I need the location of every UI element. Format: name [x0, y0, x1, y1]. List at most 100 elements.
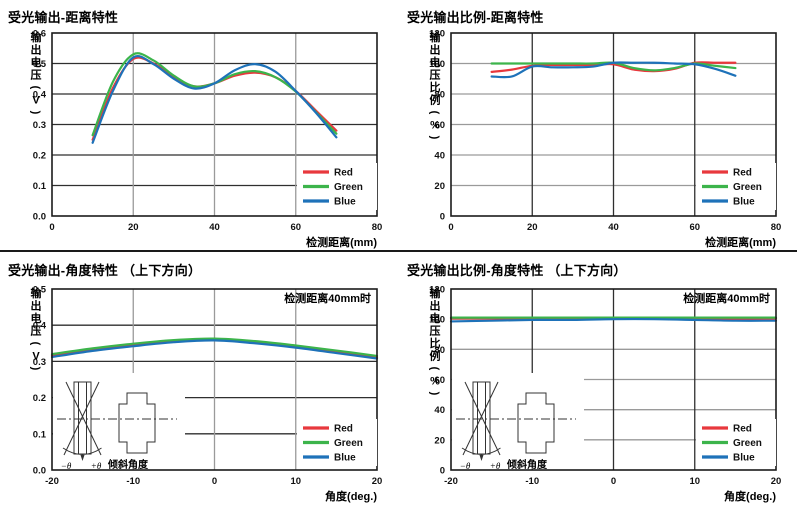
x-axis-title: 角度(deg.) [325, 489, 377, 503]
series-green-line [50, 337, 379, 358]
svg-text:0.5: 0.5 [33, 285, 47, 296]
svg-text:120: 120 [429, 29, 445, 40]
svg-text:V: V [32, 351, 40, 363]
svg-text:(: ( [429, 111, 441, 115]
x-axis-title: 检测距离(mm) [306, 235, 377, 249]
theta-plus-label: +θ [490, 461, 501, 471]
legend-label: Blue [334, 453, 356, 464]
y-axis-tick-labels: 0.0 0.1 0.2 0.3 0.4 0.5 [33, 285, 47, 477]
svg-text:10: 10 [290, 476, 301, 487]
series-blue-line [91, 54, 338, 144]
svg-text:80: 80 [372, 222, 383, 233]
svg-text:(: ( [30, 342, 42, 346]
svg-text:电: 电 [31, 55, 42, 69]
svg-text:0.4: 0.4 [33, 90, 47, 101]
svg-text:0.0: 0.0 [33, 466, 46, 477]
arrow-down-icon [479, 455, 484, 461]
series-blue-line [50, 339, 379, 360]
svg-text:出: 出 [430, 43, 441, 57]
svg-text:例: 例 [430, 349, 441, 363]
theta-plus-label: +θ [91, 461, 102, 471]
svg-text:比: 比 [430, 336, 441, 350]
tilt-angle-label: 倾斜角度 [506, 458, 548, 471]
svg-text:(: ( [30, 86, 42, 90]
legend-label: Green [334, 438, 363, 449]
svg-text:10: 10 [689, 476, 700, 487]
svg-text:压: 压 [430, 324, 441, 338]
svg-text:-10: -10 [126, 476, 140, 487]
svg-text:(: ( [429, 367, 441, 371]
svg-text:0: 0 [212, 476, 217, 487]
legend-label: Blue [733, 197, 755, 208]
chart-title: 受光输出比例-距离特性 [407, 10, 544, 25]
svg-text:20: 20 [771, 476, 782, 487]
theta-minus-label: −θ [460, 461, 471, 471]
chart-title: 受光输出-角度特性 （上下方向） [8, 263, 202, 278]
plot-border [51, 32, 378, 217]
svg-text:20: 20 [527, 222, 538, 233]
tilt-angle-inset-diagram: −θ +θ 倾斜角度 [53, 373, 185, 471]
svg-text:0.3: 0.3 [33, 357, 46, 368]
legend-label: Blue [733, 453, 755, 464]
svg-text:): ) [30, 111, 42, 115]
svg-text:0: 0 [440, 212, 445, 223]
tilt-angle-inset-diagram: −θ +θ 倾斜角度 [452, 373, 584, 471]
sensor-profile-icon [517, 392, 555, 454]
svg-text:%: % [430, 376, 440, 388]
chart-title: 受光输出-距离特性 [8, 10, 119, 25]
x-axis-tick-labels: -20 -10 0 10 20 [444, 476, 781, 487]
svg-text:-20: -20 [45, 476, 59, 487]
svg-text:0.6: 0.6 [33, 29, 46, 40]
svg-text:0: 0 [440, 466, 445, 477]
plot-border [51, 288, 378, 471]
svg-text:): ) [30, 367, 42, 371]
svg-text:0.5: 0.5 [33, 59, 47, 70]
svg-text:-10: -10 [525, 476, 539, 487]
svg-text:0.0: 0.0 [33, 212, 46, 223]
section-divider [0, 250, 797, 252]
svg-text:40: 40 [608, 222, 619, 233]
svg-text:比: 比 [430, 80, 441, 94]
svg-text:输: 输 [31, 286, 43, 300]
legend: Red Green Blue [297, 419, 377, 466]
svg-text:0: 0 [448, 222, 453, 233]
svg-text:例: 例 [430, 93, 441, 107]
svg-text:0.3: 0.3 [33, 120, 46, 131]
annotation-measure-distance: 检测距离40mm时 [284, 291, 371, 305]
arrow-down-icon [80, 455, 85, 461]
svg-text:0: 0 [49, 222, 54, 233]
legend-label: Green [733, 182, 762, 193]
legend-label: Blue [334, 197, 356, 208]
legend: Red Green Blue [696, 163, 776, 210]
svg-text:%: % [430, 120, 440, 132]
chart-output-ratio-angle: −θ +θ 倾斜角度 检测距离40mm时 Red Green Blue -20 -10 0 10 20… [429, 285, 782, 504]
y-axis-tick-labels: 0 20 40 60 80 100 120 [429, 285, 445, 477]
svg-text:80: 80 [434, 345, 445, 356]
svg-text:输: 输 [31, 30, 43, 44]
svg-text:): ) [429, 136, 441, 140]
svg-text:出: 出 [31, 43, 42, 57]
svg-text:0.1: 0.1 [33, 181, 47, 192]
svg-text:20: 20 [372, 476, 383, 487]
svg-text:60: 60 [434, 120, 445, 131]
svg-text:60: 60 [434, 375, 445, 386]
plot-border [450, 288, 777, 471]
svg-text:20: 20 [434, 181, 445, 192]
legend: Red Green Blue [297, 163, 377, 210]
svg-text:40: 40 [434, 405, 445, 416]
svg-text:V: V [32, 95, 40, 107]
tilt-angle-label: 倾斜角度 [107, 458, 149, 471]
x-axis-title: 检测距离(mm) [705, 235, 776, 249]
legend: Red Green Blue [696, 419, 776, 466]
legend-label: Green [733, 438, 762, 449]
chart-output-ratio-distance: Red Green Blue 0 20 40 60 80 0 20 40 60 80 100 120 检测距离… [429, 29, 782, 250]
svg-text:输: 输 [430, 30, 442, 44]
svg-text:输: 输 [430, 286, 442, 300]
svg-text:0.2: 0.2 [33, 151, 46, 162]
svg-text:100: 100 [429, 315, 445, 326]
svg-text:电: 电 [31, 311, 42, 325]
